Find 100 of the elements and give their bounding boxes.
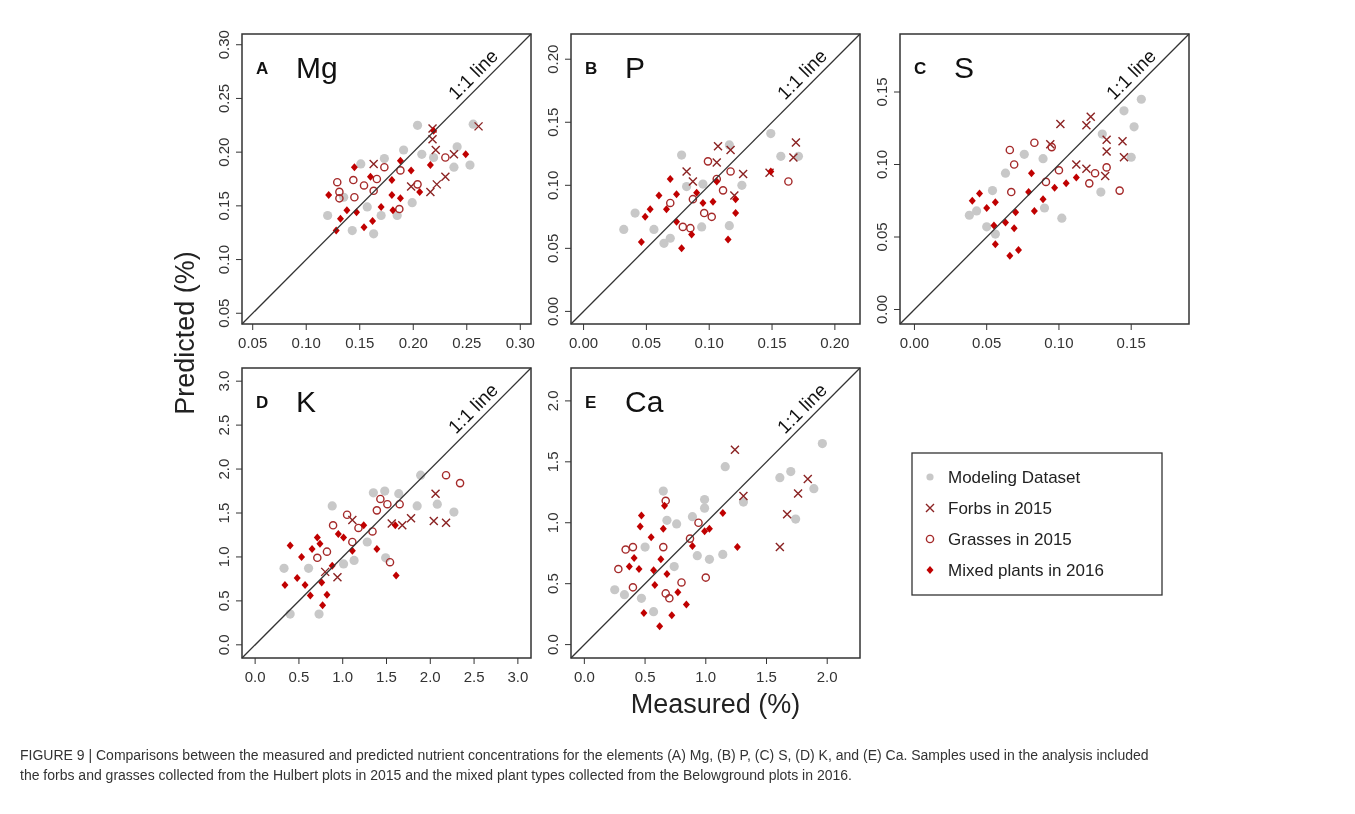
x-tick-label: 0.10 (694, 334, 724, 351)
point (1129, 122, 1139, 132)
point (449, 507, 459, 517)
point (776, 151, 786, 161)
point (432, 499, 442, 509)
point (380, 486, 390, 496)
point (328, 521, 338, 530)
point (610, 585, 620, 595)
point (379, 153, 389, 164)
point (368, 527, 377, 536)
text: Mg (296, 51, 338, 84)
y-tick-label: 2.0 (544, 390, 561, 412)
point (320, 567, 330, 577)
point (659, 524, 667, 533)
point (669, 562, 679, 572)
point (676, 150, 687, 160)
point (732, 195, 740, 204)
point (686, 223, 695, 233)
point (1009, 160, 1019, 169)
point (719, 509, 727, 517)
point (678, 244, 686, 253)
text: 1:1 line (772, 45, 832, 104)
point (347, 515, 358, 525)
point (724, 221, 734, 231)
point (1096, 187, 1106, 197)
point (1005, 145, 1015, 155)
point (982, 222, 992, 232)
point (678, 222, 688, 232)
y-tick-label: 3.0 (215, 370, 232, 392)
point (1030, 138, 1039, 148)
point (699, 208, 709, 218)
point (682, 181, 692, 192)
point (971, 206, 982, 216)
point (430, 488, 441, 499)
point (651, 580, 659, 589)
point (385, 557, 395, 567)
x-tick-label: 0.15 (1116, 334, 1146, 351)
x-axis-title: Measured (%) (630, 689, 801, 719)
point (1006, 187, 1016, 197)
point (473, 121, 484, 132)
point (786, 466, 796, 477)
point (1027, 169, 1035, 178)
point (369, 229, 379, 239)
point (1000, 168, 1011, 178)
point (703, 157, 713, 166)
point (362, 537, 372, 547)
point (313, 533, 321, 542)
point (383, 499, 392, 509)
point (417, 149, 427, 159)
point (707, 212, 717, 222)
y-tick-label: 0.10 (544, 170, 561, 200)
point (360, 223, 368, 232)
point (793, 488, 803, 499)
annotation: C (914, 59, 927, 78)
point (279, 563, 289, 573)
point (1010, 224, 1018, 233)
point (661, 501, 668, 510)
x-tick-label: 0.05 (238, 334, 268, 351)
point (350, 192, 359, 202)
y-tick-label: 0.05 (873, 222, 890, 252)
point (313, 553, 322, 563)
point (673, 190, 681, 199)
x-tick-label: 0.15 (345, 334, 375, 351)
point (1006, 251, 1014, 260)
x-tick-label: 2.5 (463, 668, 485, 685)
text: S (954, 51, 975, 84)
y-tick-label: 0.05 (215, 298, 232, 328)
point (668, 611, 676, 620)
annotation: A (256, 59, 269, 78)
point (663, 205, 670, 214)
x-tick-label: 0.05 (631, 334, 661, 351)
point (372, 174, 382, 184)
point (332, 177, 342, 187)
point (1090, 168, 1100, 178)
point (395, 499, 404, 509)
point (705, 524, 713, 533)
point (342, 510, 352, 520)
point (688, 541, 696, 550)
point (349, 555, 359, 566)
point (628, 583, 638, 592)
point (1062, 179, 1070, 188)
x-tick-label: 0.10 (291, 334, 321, 351)
point (665, 198, 675, 208)
point (704, 554, 715, 564)
point (677, 578, 686, 587)
point (293, 574, 301, 583)
point (688, 230, 696, 239)
point (298, 552, 306, 561)
y-tick-label: 0.0 (215, 634, 232, 656)
point (449, 149, 459, 159)
point (733, 543, 741, 552)
point (701, 527, 709, 536)
point (429, 152, 439, 163)
point (674, 588, 682, 597)
text: P (625, 51, 646, 84)
point (366, 172, 374, 181)
point (662, 515, 672, 525)
point (306, 591, 314, 600)
point (348, 537, 357, 547)
point (737, 180, 747, 190)
